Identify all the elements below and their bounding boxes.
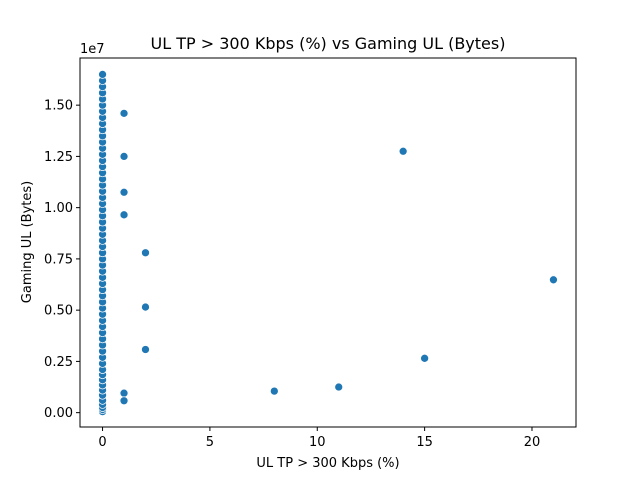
data-point-63 — [119, 388, 129, 398]
y-tick-label-1: 0.25 — [44, 355, 73, 370]
x-tick-label-2: 10 — [309, 435, 326, 450]
data-point-72 — [549, 275, 558, 285]
data-point-69 — [334, 382, 344, 392]
data-point-59 — [119, 108, 129, 118]
x-axis-label: UL TP > 300 Kbps (%) — [256, 456, 399, 471]
data-point-68 — [269, 386, 279, 396]
y-tick-label-4: 1.00 — [44, 201, 73, 216]
data-point-70 — [398, 146, 408, 156]
x-tick-label-1: 5 — [206, 435, 214, 450]
data-point-58 — [98, 70, 107, 79]
data-point-65 — [141, 248, 150, 258]
y-tick-label-2: 0.50 — [44, 304, 73, 319]
y-tick-label-0: 0.00 — [44, 406, 73, 421]
data-point-60 — [119, 152, 129, 161]
data-point-67 — [141, 345, 150, 354]
data-point-62 — [119, 210, 129, 220]
x-tick-label-3: 15 — [416, 435, 433, 450]
y-axis-multiplier: 1e7 — [80, 42, 105, 57]
x-tick-label-4: 20 — [524, 435, 541, 450]
y-tick-label-6: 1.50 — [44, 99, 73, 114]
data-point-64 — [119, 396, 129, 406]
data-point-71 — [420, 353, 429, 363]
ticks-layer: 0 5 10 15 20 0.00 0.25 0.50 0.75 1.00 1.25 1.50 — [44, 99, 540, 450]
plot-frame — [79, 57, 577, 428]
y-tick-label-5: 1.25 — [44, 150, 73, 165]
data-point-66 — [141, 302, 150, 312]
chart-title: UL TP > 300 Kbps (%) vs Gaming UL (Bytes… — [151, 34, 506, 53]
y-axis-label: Gaming UL (Bytes) — [20, 181, 35, 303]
x-tick-label-0: 0 — [98, 435, 106, 450]
y-tick-label-3: 0.75 — [44, 252, 73, 267]
points-layer — [98, 70, 558, 416]
data-point-61 — [119, 187, 129, 197]
